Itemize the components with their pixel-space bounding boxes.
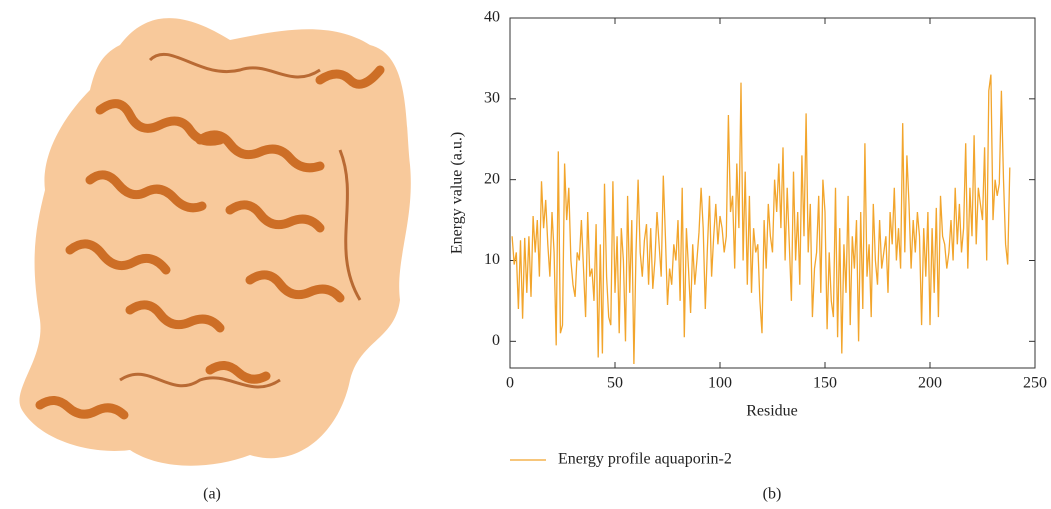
- caption: (a): [203, 486, 221, 503]
- legend-label: Energy profile aquaporin-2: [558, 451, 732, 468]
- x-tick-label: 200: [918, 375, 942, 392]
- y-tick-label: 0: [492, 332, 500, 349]
- plot-frame: [509, 17, 1036, 369]
- caption: (b): [763, 486, 782, 503]
- loops: [119, 52, 362, 389]
- surface: [19, 18, 411, 466]
- x-tick-label: 250: [1023, 375, 1047, 392]
- y-tick-label: 40: [484, 9, 500, 26]
- data-line: [511, 74, 1011, 364]
- x-tick-label: 100: [708, 375, 732, 392]
- y-tick-label: 20: [484, 170, 500, 187]
- y-tick-label: 10: [484, 251, 500, 268]
- protein-illustration: [19, 18, 411, 466]
- y-tick-label: 30: [484, 90, 500, 107]
- x-axis-label: Residue: [746, 403, 798, 420]
- x-tick-label: 50: [607, 375, 623, 392]
- x-tick-label: 0: [506, 375, 514, 392]
- y-axis-label: Energy value (a.u.): [449, 132, 466, 254]
- helices: [35, 65, 385, 420]
- x-tick-label: 150: [813, 375, 837, 392]
